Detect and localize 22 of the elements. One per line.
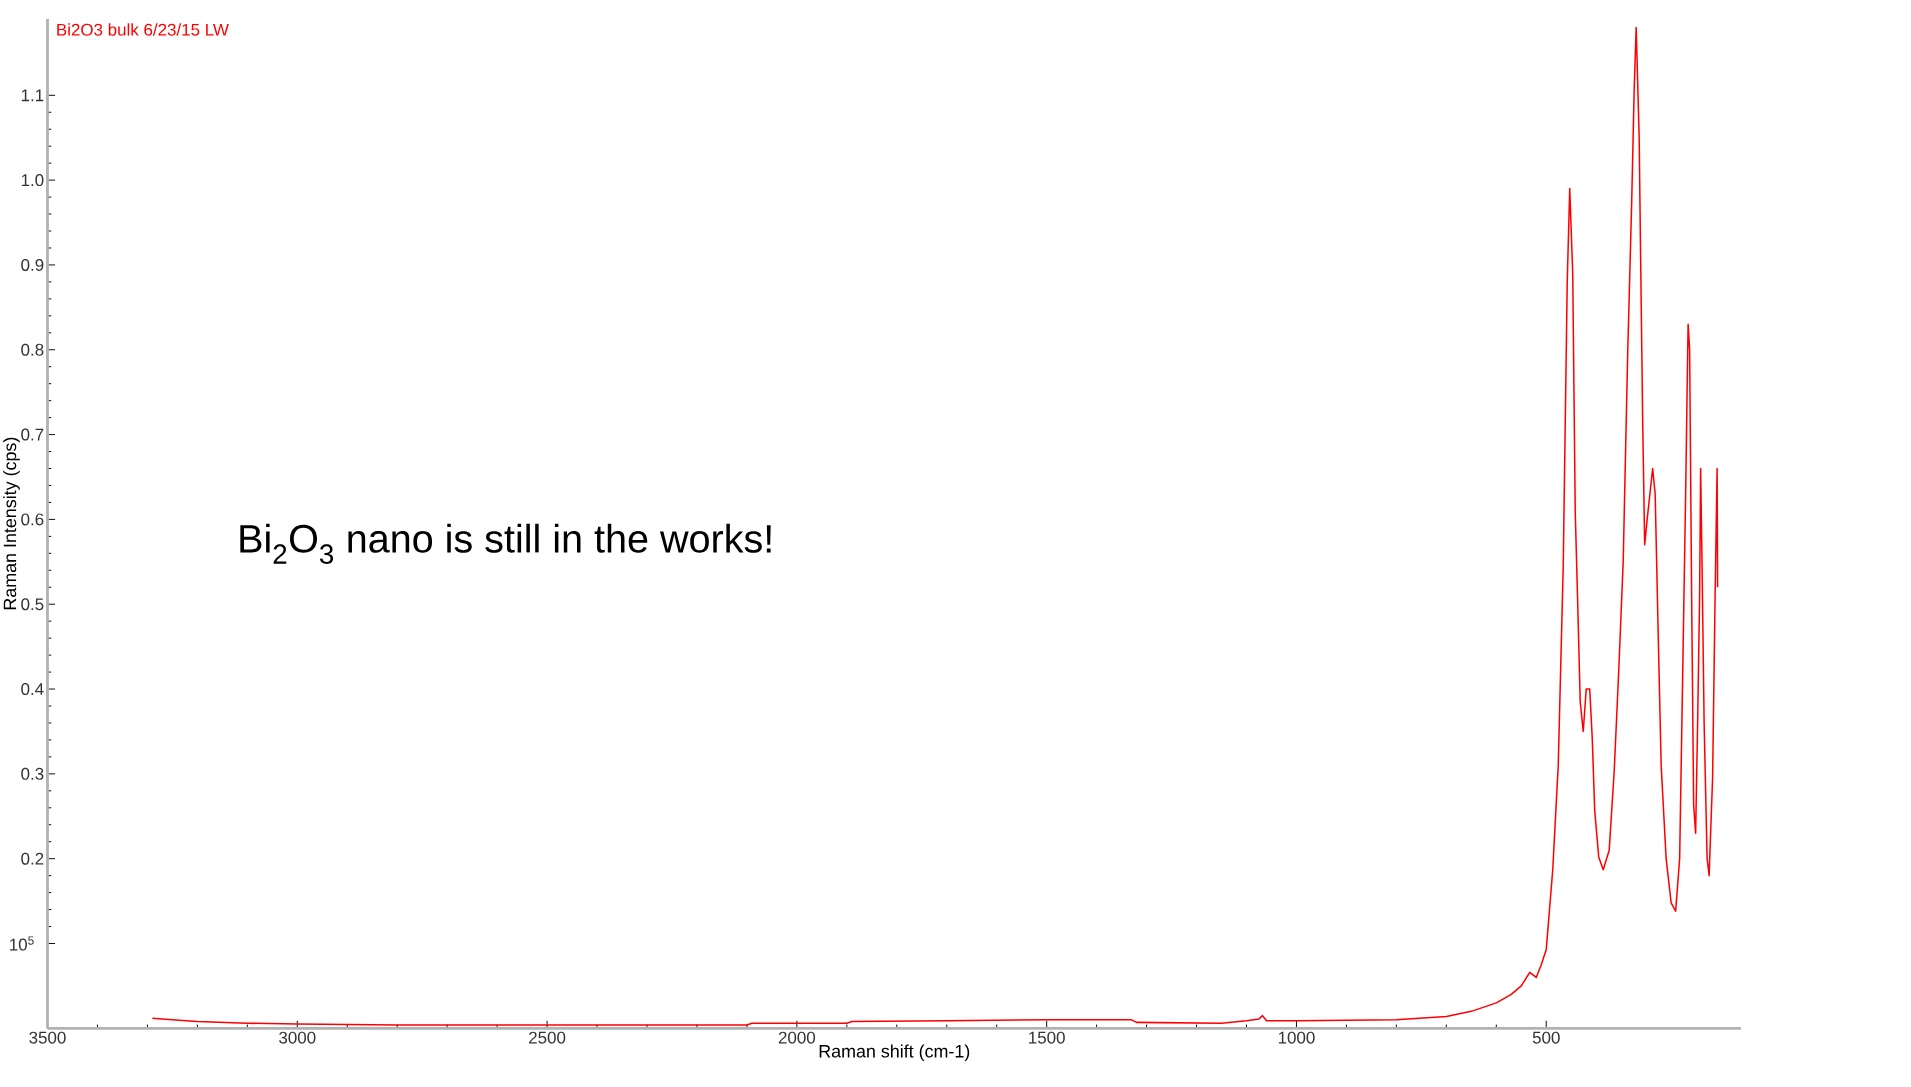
y-tick-label: 0.2 [21,852,44,865]
x-tick-label: 2000 [778,1031,816,1044]
text: Bi2O3 bulk 6/23/15 LW [57,23,229,36]
x-tick-label: 3500 [29,1031,66,1044]
y-tick-label: 0.7 [21,428,44,441]
x-tick-label: 2500 [529,1031,566,1044]
x-tick-label: 500 [1532,1031,1560,1044]
x-axis-title: Raman shift (cm-1) [819,1044,970,1062]
y-tick-label: 0.8 [21,343,44,356]
annotation: Bi$_{2}$O$_{3}$ nano is still in the works! [240,523,771,564]
y-tick-label: 0.9 [21,259,44,272]
y-tick-label: 1.1 [21,89,44,102]
x-tick-label: 1000 [1278,1031,1315,1044]
y-axis-title: Raman Intensity (cps) [3,437,20,610]
y-tick-label: 0.5 [21,598,44,611]
y-tick-label: 1.0 [21,174,44,187]
y-tick-label: 0.4 [21,683,44,696]
x-tick-label: 3000 [279,1031,316,1044]
x-tick-label: 1500 [1029,1031,1065,1044]
y-tick-label: 0.6 [21,513,44,526]
y-tick-label: 0.3 [21,767,44,780]
text: 10$^{5}$ [10,936,34,951]
